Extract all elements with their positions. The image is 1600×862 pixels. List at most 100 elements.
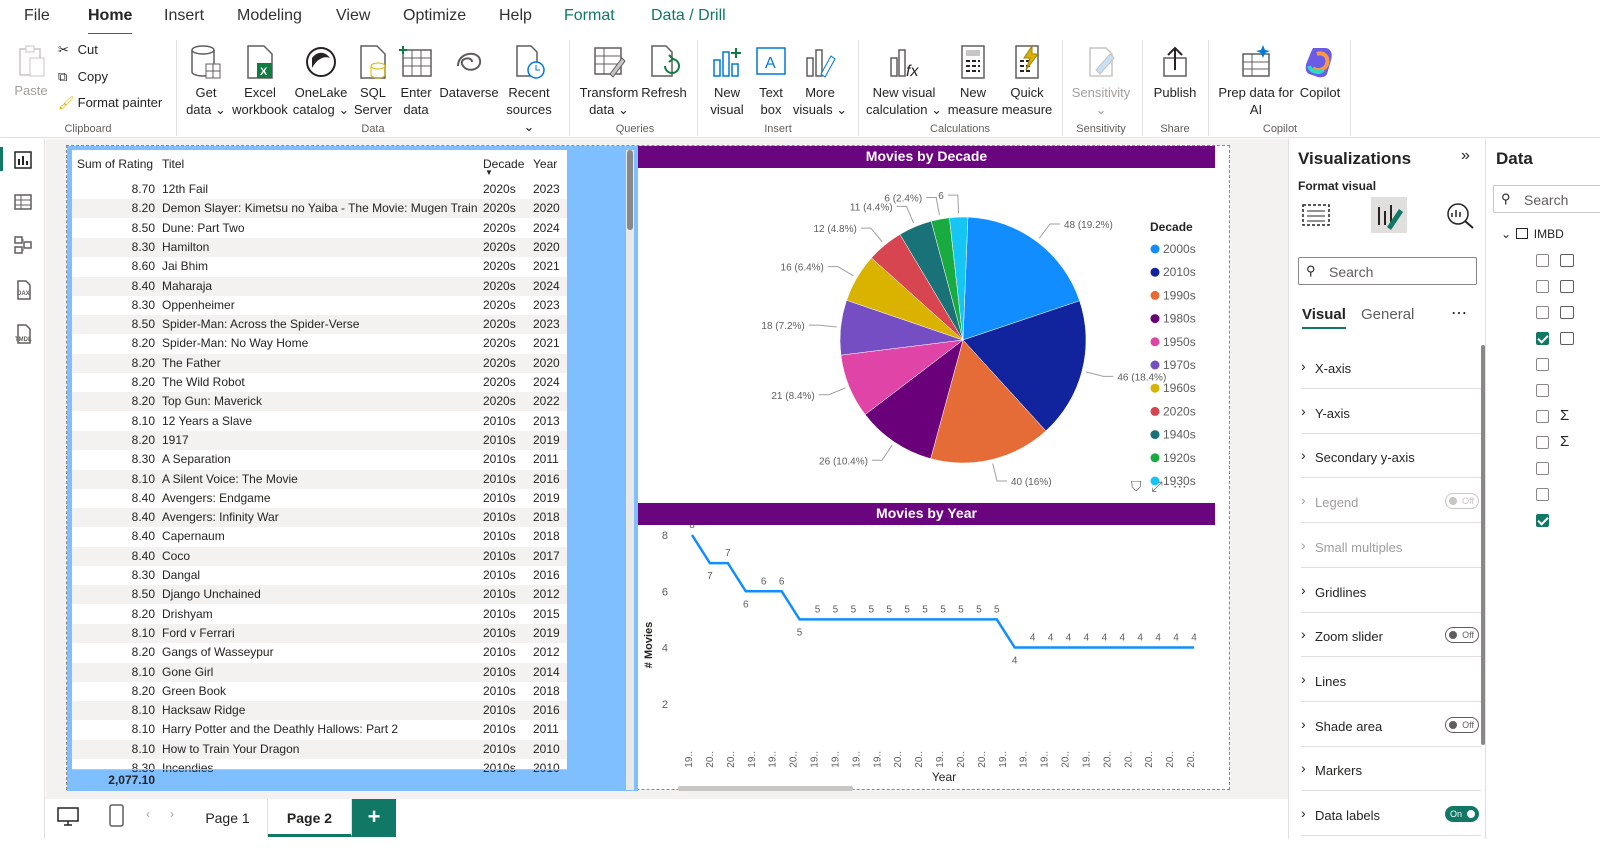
table-row[interactable]: 8.10 How to Train Your Dragon 2010s 2010 [72,739,567,759]
legend-item[interactable]: 1920s [1163,451,1196,465]
pie-slice-1990s[interactable] [930,339,1047,464]
table-visual[interactable]: Sum of Rating Titel Decade ▼ Year 8.70 12t… [67,146,638,791]
tab-view[interactable]: View [336,7,371,24]
table-row[interactable]: 8.20 Demon Slayer: Kimetsu no Yaiba - The… [72,199,567,219]
table-row[interactable]: 8.10 Ford v Ferrari 2010s 2019 [72,623,567,643]
field-checkbox[interactable] [1536,384,1549,397]
more-visuals-button[interactable]: More visuals ⌄ [792,44,848,118]
pie-slice-1980s[interactable] [864,339,964,459]
table-row[interactable]: 8.20 The Wild Robot 2020s 2024 [72,373,567,392]
scroll-thumb[interactable] [627,150,633,230]
column-header-decade[interactable]: Decade ▼ [483,150,524,180]
copy-button[interactable]: ⧉ Copy [58,69,108,85]
collapse-pane-icon[interactable]: » [1461,147,1470,164]
table-node-imbd[interactable]: ⌄ IMBD [1501,227,1564,241]
table-row[interactable]: 8.30 Dangal 2010s 2016 [72,566,567,585]
field-checkbox[interactable] [1536,358,1549,371]
more-options-icon[interactable]: ⋯ [1451,305,1467,322]
field-checkbox[interactable] [1536,410,1549,423]
tab-general[interactable]: General [1361,306,1415,323]
toggle-switch[interactable]: Off [1445,627,1479,644]
report-view-icon[interactable] [12,149,34,171]
legend-item[interactable]: 2020s [1163,404,1196,418]
field-checkbox[interactable] [1536,462,1549,475]
pie-slice-2010s[interactable] [962,300,1087,432]
tab-home[interactable]: Home [88,7,133,36]
table-row[interactable]: 8.40 Avengers: Endgame 2010s 2019 [72,489,567,508]
table-view-icon[interactable] [12,191,34,213]
cut-button[interactable]: ✂ Cut [58,42,98,58]
column-header-rating[interactable]: Sum of Rating [77,157,154,171]
format-section-small-multiples[interactable]: › Small multiples [1301,524,1481,568]
column-header-year[interactable]: Year [533,157,558,171]
format-painter-button[interactable]: 🖌 Format painter [58,95,162,111]
enter-data-button[interactable]: Enter data [396,44,436,118]
table-row[interactable]: 8.20 1917 2010s 2019 [72,430,567,450]
page-tab-page-2[interactable]: Page 2 [268,799,352,837]
pie-slice-1930s[interactable] [949,216,969,341]
dataverse-button[interactable]: Dataverse [438,44,500,101]
data-search-input[interactable]: ⚲ Search [1493,185,1600,213]
format-section-gridlines[interactable]: › Gridlines [1301,569,1481,613]
mobile-layout-icon[interactable] [108,803,126,829]
desktop-layout-icon[interactable] [56,805,80,829]
filter-icon[interactable]: ⛉ [1131,478,1142,494]
sensitivity-button[interactable]: Sensitivity ⌄ [1068,44,1134,118]
dax-query-view-icon[interactable]: DAX [12,279,34,301]
table-row[interactable]: 8.20 Top Gun: Maverick 2020s 2022 [72,392,567,412]
legend-item[interactable]: 2010s [1163,265,1196,279]
table-row[interactable]: 8.70 12th Fail 2020s 2023 [72,180,567,199]
scroll-right-icon[interactable]: › [170,807,174,821]
recent-sources-button[interactable]: Recent sources ⌄ [500,44,558,135]
get-data-button[interactable]: Get data ⌄ [184,44,228,118]
toggle-switch[interactable]: On [1445,806,1479,822]
legend-item[interactable]: 1980s [1163,312,1196,326]
table-row[interactable]: 8.50 Spider-Man: Across the Spider-Verse 2… [72,315,567,335]
sql-server-button[interactable]: SQL Server [352,44,394,118]
legend-item[interactable]: 1990s [1163,288,1196,302]
table-row[interactable]: 8.30 Hamilton 2020s 2020 [72,237,567,257]
field-checkbox[interactable] [1536,332,1549,345]
table-row[interactable]: 8.10 Gone Girl 2010s 2014 [72,662,567,682]
tab-optimize[interactable]: Optimize [403,7,467,24]
table-row[interactable]: 8.40 Avengers: Infinity War 2010s 2018 [72,508,567,528]
analytics-icon[interactable] [1445,201,1475,229]
field-checkbox[interactable] [1536,488,1549,501]
legend-item[interactable]: 1950s [1163,335,1196,349]
format-section-shade-area[interactable]: › Shade area Off [1301,703,1481,747]
legend-item[interactable]: 1970s [1163,358,1196,372]
format-section-legend[interactable]: › Legend Off [1301,479,1481,524]
table-row[interactable]: 8.20 The Father 2020s 2020 [72,353,567,373]
page-tab-page-1[interactable]: Page 1 [188,799,268,837]
table-row[interactable]: 8.20 Gangs of Wasseypur 2010s 2012 [72,643,567,662]
table-row[interactable]: 8.20 Green Book 2010s 2018 [72,682,567,701]
new-measure-button[interactable]: New measure [946,44,1000,118]
field-checkbox[interactable] [1536,280,1549,293]
scroll-left-icon[interactable]: ‹ [146,807,150,821]
new-visual-calculation-button[interactable]: fx New visual calculation ⌄ [866,44,942,118]
add-page-button[interactable]: + [352,799,396,837]
format-section-y-axis[interactable]: › Y-axis [1301,390,1481,434]
table-row[interactable]: 8.20 Drishyam 2010s 2015 [72,605,567,624]
legend-item[interactable]: 1940s [1163,428,1196,442]
tab-data-drill[interactable]: Data / Drill [651,7,726,24]
pie-slice-2000s[interactable] [962,216,1080,341]
legend-item[interactable]: 1960s [1163,381,1196,395]
field-checkbox[interactable] [1536,254,1549,267]
viz-scrollbar[interactable] [1481,345,1485,745]
tab-visual[interactable]: Visual [1302,306,1346,329]
table-row[interactable]: 8.60 Jai Bhim 2020s 2021 [72,257,567,276]
pie-chart[interactable]: 48 (19.2%) 46 (18.4%) 40 (16%) 26 (10.4%) 21… [638,168,1215,501]
format-section-secondary-y-axis[interactable]: › Secondary y-axis [1301,434,1481,479]
legend-item[interactable]: 2000s [1163,242,1196,256]
field-checkbox[interactable] [1536,306,1549,319]
format-visual-tab[interactable] [1371,197,1407,233]
field-checkbox[interactable] [1536,514,1549,527]
format-section-x-axis[interactable]: › X-axis [1301,345,1481,389]
tab-help[interactable]: Help [499,7,532,24]
format-section-zoom-slider[interactable]: › Zoom slider Off [1301,613,1481,658]
table-row[interactable]: 8.10 A Silent Voice: The Movie 2010s 2016 [72,469,567,489]
table-row[interactable]: 8.40 Capernaum 2010s 2018 [72,527,567,546]
table-row[interactable]: 8.30 Oppenheimer 2020s 2023 [72,296,567,315]
publish-button[interactable]: Publish [1150,44,1200,101]
